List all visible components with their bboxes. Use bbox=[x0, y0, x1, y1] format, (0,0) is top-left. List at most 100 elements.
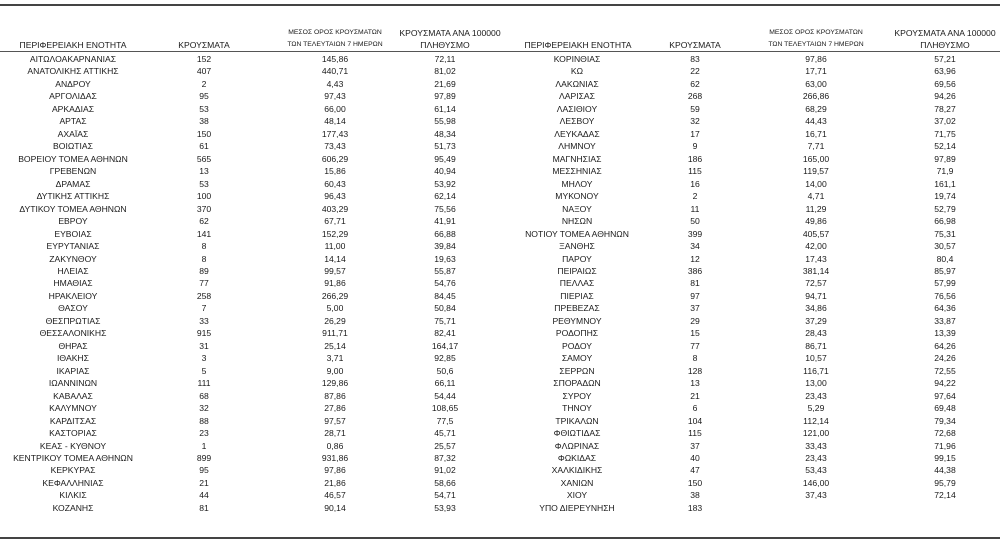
header-avg-line1: ΜΕΣΟΣ ΟΡΟΣ ΚΡΟΥΣΜΑΤΩΝ bbox=[288, 29, 382, 36]
cell-region-name: ΝΑΞΟΥ bbox=[562, 203, 592, 214]
cell-region-name: ΚΑΒΑΛΑΣ bbox=[53, 390, 93, 401]
cell-cases: 370 bbox=[196, 203, 212, 214]
cell-cases-per-100k: 55,98 bbox=[434, 116, 456, 127]
table-row: ΗΜΑΘΙΑΣ 77 91,86 54,76 bbox=[0, 277, 500, 289]
cell-avg-7-days: 17,43 bbox=[805, 253, 827, 264]
cell-cases-per-100k: 21,69 bbox=[434, 78, 456, 89]
table-row: ΚΙΛΚΙΣ 44 46,57 54,71 bbox=[0, 489, 500, 501]
table-row: ΚΑΛΥΜΝΟΥ 32 27,86 108,65 bbox=[0, 402, 500, 414]
table-row: ΣΑΜΟΥ 8 10,57 24,26 bbox=[500, 352, 1000, 364]
cell-avg-7-days: 91,86 bbox=[324, 278, 346, 289]
cell-cases-per-100k: 71,9 bbox=[936, 166, 954, 177]
cell-region-name: ΛΑΡΙΣΑΣ bbox=[559, 91, 595, 102]
table-row: ΛΑΚΩΝΙΑΣ 62 63,00 69,56 bbox=[500, 78, 1000, 90]
cell-cases: 17 bbox=[690, 128, 700, 139]
cell-cases: 6 bbox=[692, 403, 698, 414]
cell-region-name: ΜΑΓΝΗΣΙΑΣ bbox=[552, 153, 602, 164]
cell-avg-7-days: 42,00 bbox=[805, 241, 827, 252]
header-cases: ΚΡΟΥΣΜΑΤΑ bbox=[669, 40, 721, 50]
cell-cases-per-100k: 71,75 bbox=[934, 128, 956, 139]
cell-cases: 141 bbox=[196, 228, 212, 239]
cell-region-name: ΧΑΛΚΙΔΙΚΗΣ bbox=[551, 465, 603, 476]
cell-cases: 15 bbox=[690, 328, 700, 339]
cell-cases: 150 bbox=[687, 477, 703, 488]
cell-cases: 899 bbox=[196, 453, 212, 463]
cell-cases: 32 bbox=[199, 403, 209, 414]
cell-avg-7-days: 121,00 bbox=[802, 428, 830, 439]
cell-avg-7-days: 17,71 bbox=[805, 66, 827, 77]
table-body: ΑΙΤΩΛΟΑΚΑΡΝΑΝΙΑΣ 152 145,86 72,11 ΑΝΑΤΟΛΙΚΗΣ… bbox=[0, 53, 500, 514]
cell-region-name: ΠΡΕΒΕΖΑΣ bbox=[554, 303, 600, 314]
table-row: ΔΡΑΜΑΣ 53 60,43 53,92 bbox=[0, 178, 500, 190]
left-table: ΠΕΡΙΦΕΡΕΙΑΚΗ ΕΝΟΤΗΤΑ ΚΡΟΥΣΜΑΤΑ ΜΕΣΟΣ ΟΡΟ… bbox=[0, 28, 501, 514]
cell-cases-per-100k: 58,66 bbox=[434, 477, 456, 488]
cell-avg-7-days: 97,43 bbox=[324, 91, 346, 102]
cell-avg-7-days: 177,43 bbox=[321, 128, 349, 139]
cell-cases-per-100k: 72,14 bbox=[934, 490, 956, 501]
cell-cases: 8 bbox=[201, 241, 207, 252]
cell-avg-7-days: 14,00 bbox=[805, 178, 827, 189]
cell-cases-per-100k: 71,96 bbox=[934, 440, 956, 451]
cell-region-name: ΔΥΤΙΚΟΥ ΤΟΜΕΑ ΑΘΗΝΩΝ bbox=[19, 203, 127, 214]
cell-cases: 29 bbox=[690, 315, 700, 326]
cell-region-name: ΑΝΔΡΟΥ bbox=[55, 78, 91, 89]
table-row: ΣΠΟΡΑΔΩΝ 13 13,00 94,22 bbox=[500, 377, 1000, 389]
cell-region-name: ΑΡΤΑΣ bbox=[59, 116, 87, 127]
cell-avg-7-days: 73,43 bbox=[324, 141, 346, 152]
cell-region-name: ΜΗΛΟΥ bbox=[561, 178, 593, 189]
table-row: ΕΥΡΥΤΑΝΙΑΣ 8 11,00 39,84 bbox=[0, 240, 500, 252]
cell-region-name: ΚΑΡΔΙΤΣΑΣ bbox=[49, 415, 97, 426]
table-row: ΦΛΩΡΙΝΑΣ 37 33,43 71,96 bbox=[500, 440, 1000, 452]
cell-cases: 95 bbox=[199, 91, 209, 102]
table-row: ΛΕΥΚΑΔΑΣ 17 16,71 71,75 bbox=[500, 128, 1000, 140]
cell-region-name: ΒΟΡΕΙΟΥ ΤΟΜΕΑ ΑΘΗΝΩΝ bbox=[18, 153, 128, 164]
table-row: ΜΗΛΟΥ 16 14,00 161,1 bbox=[500, 178, 1000, 190]
cell-region-name: ΚΕΦΑΛΛΗΝΙΑΣ bbox=[42, 477, 104, 488]
cell-avg-7-days: 3,71 bbox=[326, 353, 344, 364]
cell-region-name: ΚΑΛΥΜΝΟΥ bbox=[49, 403, 97, 414]
cell-cases-per-100k: 64,36 bbox=[934, 303, 956, 314]
cell-region-name: ΡΟΔΟΠΗΣ bbox=[555, 328, 599, 339]
cell-region-name: ΕΥΒΟΙΑΣ bbox=[54, 228, 92, 239]
cell-cases-per-100k: 54,76 bbox=[434, 278, 456, 289]
table-row: ΡΟΔΟΠΗΣ 15 28,43 13,39 bbox=[500, 327, 1000, 339]
header-region: ΠΕΡΙΦΕΡΕΙΑΚΗ ΕΝΟΤΗΤΑ bbox=[19, 40, 127, 50]
cell-cases-per-100k: 66,11 bbox=[434, 378, 456, 389]
cell-cases: 81 bbox=[199, 502, 209, 513]
cell-cases: 47 bbox=[690, 465, 700, 476]
cell-region-name: ΕΥΡΥΤΑΝΙΑΣ bbox=[46, 241, 100, 252]
table-row: ΚΩ 22 17,71 63,96 bbox=[500, 65, 1000, 77]
table-row: ΒΟΡΕΙΟΥ ΤΟΜΕΑ ΑΘΗΝΩΝ 565 606,29 95,49 bbox=[0, 153, 500, 165]
cell-avg-7-days: 48,14 bbox=[324, 116, 346, 127]
table-row: ΑΡΓΟΛΙΔΑΣ 95 97,43 97,89 bbox=[0, 90, 500, 102]
cell-cases: 5 bbox=[201, 365, 207, 376]
table-row: ΗΡΑΚΛΕΙΟΥ 258 266,29 84,45 bbox=[0, 290, 500, 302]
cell-region-name: ΣΑΜΟΥ bbox=[561, 353, 593, 364]
top-rule bbox=[0, 4, 1000, 6]
cell-cases: 407 bbox=[196, 66, 212, 77]
cell-cases-per-100k: 19,63 bbox=[434, 253, 456, 264]
table-row: ΚΕΡΚΥΡΑΣ 95 97,86 91,02 bbox=[0, 464, 500, 476]
cell-cases: 31 bbox=[199, 340, 209, 351]
table-row: ΠΕΛΛΑΣ 81 72,57 57,99 bbox=[500, 277, 1000, 289]
cell-region-name: ΘΕΣΠΡΩΤΙΑΣ bbox=[45, 315, 101, 326]
cell-cases: 81 bbox=[690, 278, 700, 289]
header-avg-line1: ΜΕΣΟΣ ΟΡΟΣ ΚΡΟΥΣΜΑΤΩΝ bbox=[769, 29, 863, 36]
cell-avg-7-days: 10,57 bbox=[805, 353, 827, 364]
cell-avg-7-days: 97,86 bbox=[324, 465, 346, 476]
table-row: ΝΟΤΙΟΥ ΤΟΜΕΑ ΑΘΗΝΩΝ 399 405,57 75,31 bbox=[500, 228, 1000, 240]
cell-cases: 1 bbox=[201, 440, 207, 451]
cell-region-name: ΖΑΚΥΝΘΟΥ bbox=[49, 253, 97, 264]
cell-avg-7-days: 23,43 bbox=[805, 453, 827, 463]
table-row: ΔΥΤΙΚΟΥ ΤΟΜΕΑ ΑΘΗΝΩΝ 370 403,29 75,56 bbox=[0, 203, 500, 215]
cell-avg-7-days: 4,43 bbox=[326, 78, 344, 89]
cell-avg-7-days: 0,86 bbox=[326, 440, 344, 451]
cell-avg-7-days: 266,86 bbox=[802, 91, 830, 102]
cell-cases-per-100k: 53,92 bbox=[434, 178, 456, 189]
table-row: ΥΠΟ ΔΙΕΡΕΥΝΗΣΗ 183 bbox=[500, 502, 1000, 514]
cell-avg-7-days: 440,71 bbox=[321, 66, 349, 77]
table-row: ΑΝΑΤΟΛΙΚΗΣ ΑΤΤΙΚΗΣ 407 440,71 81,02 bbox=[0, 65, 500, 77]
cell-region-name: ΙΩΑΝΝΙΝΩΝ bbox=[48, 378, 98, 389]
table-row: ΚΑΣΤΟΡΙΑΣ 23 28,71 45,71 bbox=[0, 427, 500, 439]
cell-region-name: ΑΡΚΑΔΙΑΣ bbox=[51, 103, 95, 114]
